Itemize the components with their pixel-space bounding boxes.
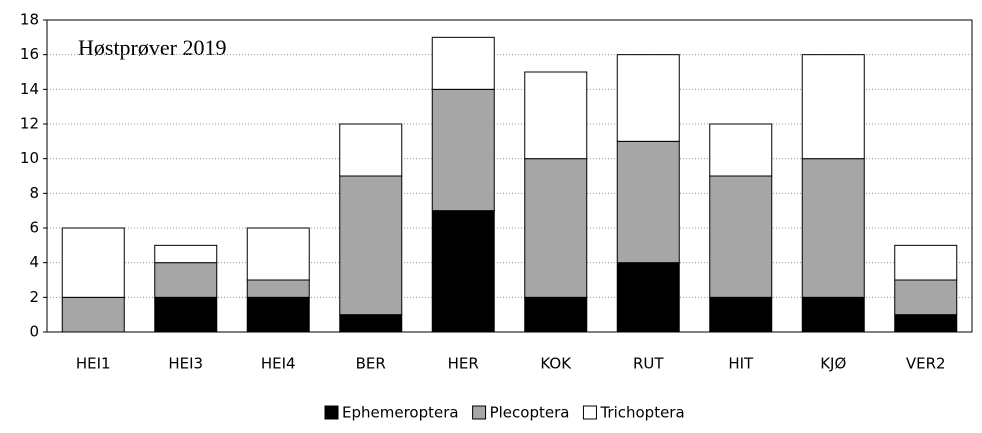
bar-segment (524, 296, 588, 333)
bar-segment (524, 158, 588, 298)
bar-segment (709, 175, 773, 298)
plot-frame (46, 19, 973, 333)
bar-segment (246, 227, 310, 281)
bar-segment (801, 158, 865, 298)
bar-segment (709, 123, 773, 177)
bar-segment (61, 296, 125, 333)
legend-swatch (472, 405, 487, 420)
bar-segment (431, 88, 495, 212)
bar-segment (894, 314, 958, 333)
bar-segment (431, 36, 495, 90)
y-tick-label: 12 (20, 115, 39, 133)
y-tick-label: 14 (20, 80, 39, 98)
y-tick-label: 2 (29, 288, 39, 306)
bar-segment (709, 296, 773, 333)
legend-label: Trichoptera (599, 404, 684, 422)
x-tick-label: HIT (728, 355, 754, 373)
y-tick-label: 18 (20, 11, 39, 29)
legend-swatch (324, 405, 339, 420)
bar-segment (339, 314, 403, 333)
x-tick-label: HEI1 (76, 355, 111, 373)
bar-segment (61, 227, 125, 298)
x-tick-label: KOK (540, 355, 572, 373)
x-tick-label: RUT (633, 355, 664, 373)
x-tick-label: HEI3 (168, 355, 203, 373)
bar-segment (246, 279, 310, 298)
bar-segment (154, 296, 218, 333)
y-tick-label: 16 (20, 45, 39, 63)
legend-swatch (582, 405, 597, 420)
x-tick-label: HEI4 (261, 355, 296, 373)
bar-segment (801, 296, 865, 333)
bar-segment (801, 54, 865, 160)
bar-segment (339, 175, 403, 316)
bar-segment (154, 262, 218, 298)
x-tick-label: HER (448, 355, 479, 373)
y-tick-label: 10 (20, 149, 39, 167)
x-tick-label: VER2 (906, 355, 946, 373)
x-tick-label: BER (356, 355, 386, 373)
bar-segment (246, 296, 310, 333)
y-tick-label: 4 (29, 253, 39, 271)
bar-segment (524, 71, 588, 160)
x-tick-label: KJØ (820, 355, 846, 373)
legend-label: Ephemeroptera (342, 404, 459, 422)
bar-segment (154, 244, 218, 264)
bar-segment (894, 244, 958, 281)
legend-label: Plecoptera (490, 404, 570, 422)
bar-segment (339, 123, 403, 177)
bar-segment (894, 279, 958, 316)
y-tick-label: 6 (29, 219, 39, 237)
annotation: Høstprøver 2019 (78, 35, 226, 60)
bar-segment (431, 210, 495, 333)
bar-segment (616, 54, 680, 142)
bar-segment (616, 262, 680, 333)
y-tick-label: 8 (29, 184, 39, 202)
bar-segment (616, 140, 680, 264)
y-tick-label: 0 (29, 323, 39, 341)
